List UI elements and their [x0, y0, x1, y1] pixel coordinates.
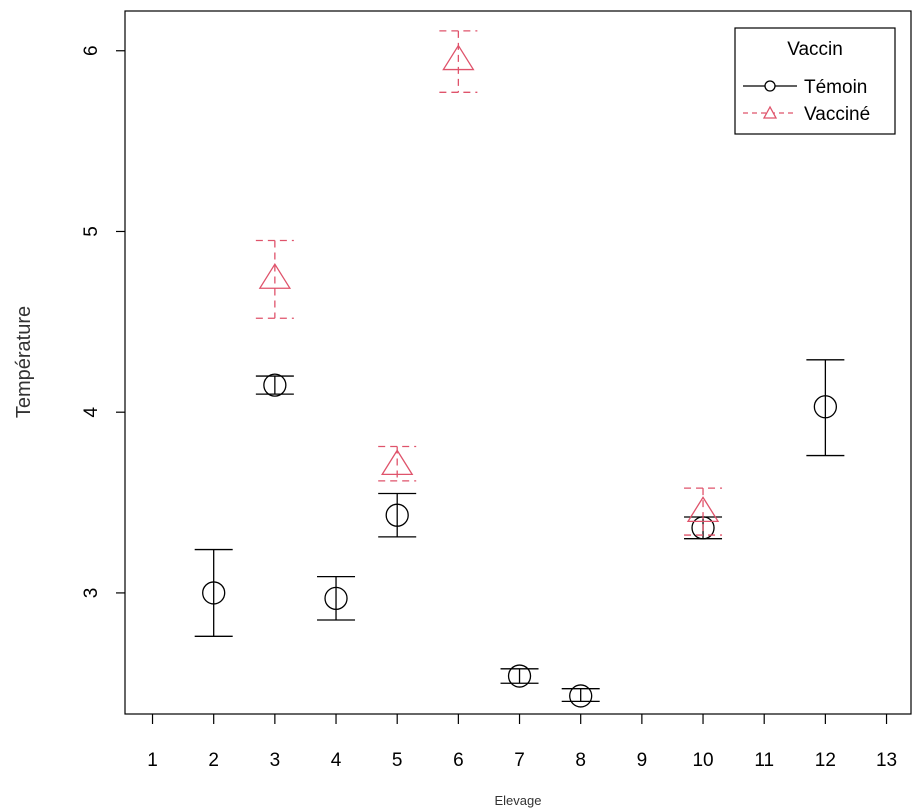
y-axis: 3 4 5 6 — [81, 45, 125, 598]
x-tick-label: 11 — [754, 750, 774, 771]
marker-triangle — [381, 449, 414, 476]
x-tick-label: 4 — [331, 750, 342, 771]
x-tick-label: 10 — [692, 750, 713, 771]
legend-marker-triangle — [762, 105, 778, 119]
x-tick-label: 9 — [637, 750, 648, 771]
y-tick-label: 4 — [81, 406, 102, 417]
x-tick-label: 2 — [208, 750, 219, 771]
plot-area-frame — [124, 10, 912, 715]
y-tick-label: 3 — [81, 588, 102, 599]
data-point-circle — [378, 492, 417, 538]
marker-triangle — [686, 496, 720, 522]
data-point-triangle — [439, 30, 478, 93]
x-tick-label: 1 — [147, 750, 158, 771]
x-tick-label: 3 — [270, 750, 281, 771]
data-point-triangle — [255, 239, 294, 319]
y-tick-label: 5 — [81, 226, 102, 237]
legend-label: Témoin — [804, 77, 867, 98]
legend-marker-circle — [764, 80, 776, 92]
data-point-triangle — [684, 487, 723, 536]
x-tick-label: 7 — [514, 750, 525, 771]
data-point-triangle — [378, 445, 417, 482]
marker-circle — [324, 586, 348, 610]
x-tick-label: 6 — [453, 750, 464, 771]
data-point-circle — [500, 664, 539, 688]
legend-label: Vacciné — [804, 104, 870, 125]
data-point-circle — [255, 373, 294, 397]
data-marks — [194, 30, 845, 708]
x-tick-label: 5 — [392, 750, 403, 771]
data-point-circle — [806, 359, 845, 457]
data-point-circle — [317, 576, 356, 621]
marker-circle — [813, 395, 838, 419]
y-tick-label: 6 — [81, 45, 102, 56]
marker-circle — [507, 664, 532, 688]
legend: Vaccin Témoin Vacciné — [734, 27, 896, 135]
marker-circle — [202, 581, 226, 605]
x-axis-label: Elevage — [495, 793, 542, 808]
x-tick-label: 8 — [575, 750, 586, 771]
x-tick-label: 12 — [815, 750, 836, 771]
x-tick-label: 13 — [876, 750, 897, 771]
marker-circle — [569, 684, 593, 708]
legend-box — [734, 27, 896, 135]
data-point-circle — [194, 548, 233, 637]
x-axis: 1 2 3 4 5 6 7 8 9 10 11 12 13 — [147, 714, 897, 771]
marker-circle — [385, 503, 409, 527]
marker-circle — [263, 373, 287, 397]
marker-triangle — [442, 44, 475, 71]
data-point-circle — [561, 684, 600, 708]
y-axis-label: Température — [13, 306, 35, 418]
legend-title: Vaccin — [787, 39, 843, 60]
marker-triangle — [258, 262, 292, 289]
